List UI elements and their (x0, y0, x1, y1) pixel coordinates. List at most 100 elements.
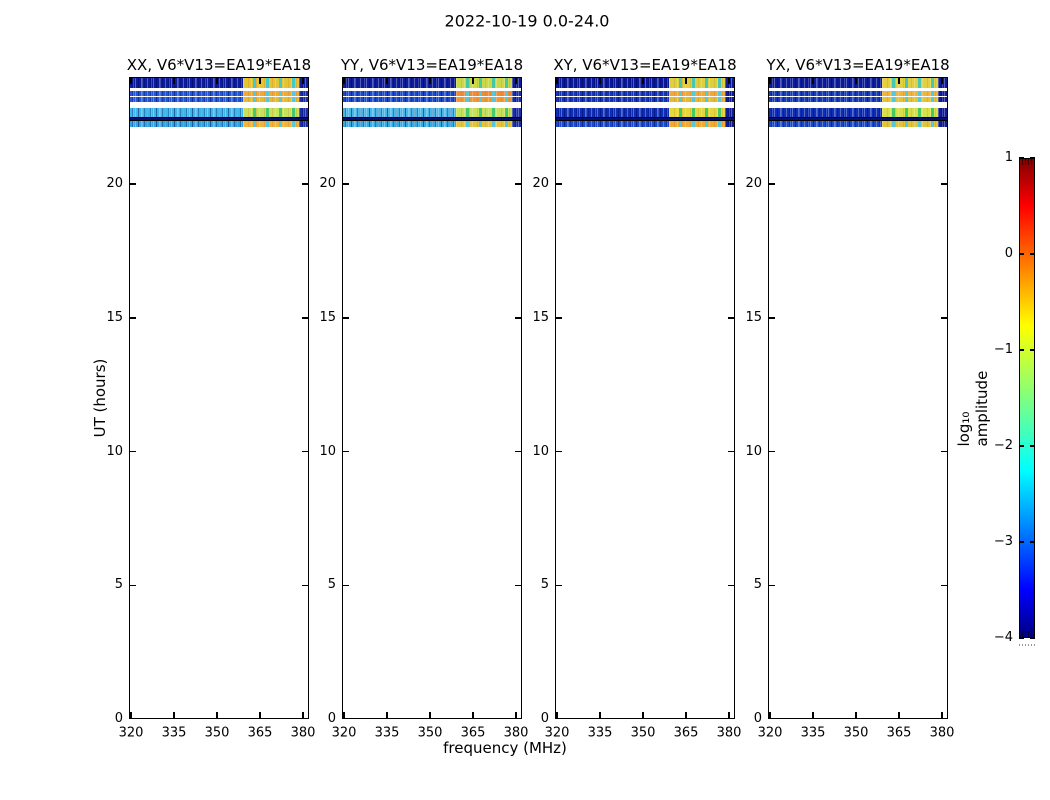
x-tick-label: 335 (587, 725, 613, 741)
stripe-right-segment (298, 121, 309, 128)
x-tick-top (386, 77, 388, 84)
colorbar-tick-right (1030, 445, 1035, 447)
stripe-left-segment (129, 91, 243, 97)
stripe-right-segment (298, 77, 309, 88)
y-tick-left (555, 450, 562, 453)
x-tick-label: 365 (673, 725, 699, 741)
colorbar-extend-mark (1019, 644, 1035, 646)
x-tick-top (173, 77, 175, 84)
data-stripe (768, 91, 948, 97)
x-tick-label: 365 (460, 725, 486, 741)
stripe-block-segment (881, 121, 938, 128)
y-tick-label: 15 (319, 309, 336, 325)
x-tick-top (642, 77, 644, 84)
stripe-right-segment (724, 91, 735, 97)
stripe-block-segment (455, 77, 512, 88)
colorbar (1019, 157, 1035, 639)
x-tick-bottom (642, 712, 644, 719)
stripe-left-segment (555, 91, 669, 97)
colorbar-hatch-top (1019, 158, 1035, 165)
stripe-block-segment (881, 108, 938, 117)
x-tick-label: 320 (118, 725, 144, 741)
x-tick-label: 335 (374, 725, 400, 741)
stripe-right-segment (511, 108, 522, 117)
data-stripe (768, 117, 948, 121)
x-axis-label: frequency (MHz) (443, 739, 567, 757)
y-tick-right (302, 183, 309, 185)
y-tick-right (728, 450, 735, 453)
data-stripe (342, 91, 522, 97)
x-tick-label: 350 (204, 725, 230, 741)
y-tick-label: 5 (753, 577, 762, 593)
y-tick-left (555, 317, 562, 319)
heatmap-panel (342, 77, 522, 719)
x-tick-top (130, 77, 132, 84)
data-stripe (129, 117, 309, 121)
x-tick-bottom (812, 712, 814, 719)
data-stripe (555, 97, 735, 103)
x-tick-top (728, 77, 730, 84)
y-tick-label: 20 (745, 176, 762, 191)
y-tick-label: 10 (319, 443, 336, 459)
panel-border (342, 77, 522, 719)
y-tick-label: 20 (106, 176, 123, 191)
y-axis-label: UT (hours) (91, 358, 109, 438)
x-tick-bottom (941, 712, 943, 719)
panel-border (129, 77, 309, 719)
y-tick-left (342, 450, 349, 453)
x-tick-bottom (855, 712, 857, 719)
colorbar-tick-label: −4 (993, 630, 1013, 645)
stripe-left-segment (342, 97, 456, 103)
x-tick-label: 380 (290, 725, 316, 741)
x-tick-top (343, 77, 345, 84)
data-stripe (768, 97, 948, 103)
y-tick-right (728, 183, 735, 185)
data-stripe (129, 108, 309, 117)
stripe-right-segment (724, 77, 735, 88)
panel-border (555, 77, 735, 719)
y-tick-right (941, 183, 948, 185)
x-tick-label: 320 (331, 725, 357, 741)
x-tick-bottom (556, 712, 558, 719)
stripe-right-segment (937, 77, 948, 88)
x-tick-bottom (728, 712, 730, 719)
x-tick-top (769, 77, 771, 84)
x-tick-label: 335 (161, 725, 187, 741)
data-stripe (342, 121, 522, 128)
stripe-block-segment (668, 97, 725, 103)
colorbar-tick-label: −3 (993, 534, 1013, 549)
stripe-block-segment (668, 91, 725, 97)
figure-title: 2022-10-19 0.0-24.0 (444, 11, 610, 31)
y-tick-right (728, 584, 735, 586)
y-tick-label: 20 (319, 176, 336, 191)
colorbar-tick-label: 0 (1004, 246, 1013, 261)
stripe-left-segment (342, 121, 456, 128)
data-stripe (342, 77, 522, 88)
stripe-left-segment (555, 108, 669, 117)
y-tick-label: 0 (114, 711, 123, 726)
colorbar-tick-left (1019, 349, 1024, 351)
stripe-right-segment (511, 91, 522, 97)
x-tick-top (302, 77, 304, 84)
y-tick-label: 15 (745, 309, 762, 325)
stripe-block-segment (242, 91, 299, 97)
x-tick-label: 350 (417, 725, 443, 741)
stripe-block-segment (242, 108, 299, 117)
stripe-right-segment (511, 77, 522, 88)
colorbar-hatch-bottom (1019, 631, 1035, 638)
y-tick-label: 10 (745, 443, 762, 459)
data-stripe (555, 117, 735, 121)
y-tick-label: 0 (327, 711, 336, 726)
stripe-left-segment (342, 91, 456, 97)
y-tick-right (941, 584, 948, 586)
y-tick-label: 5 (114, 577, 123, 593)
stripe-right-segment (298, 108, 309, 117)
x-tick-label: 350 (630, 725, 656, 741)
data-stripe (555, 108, 735, 117)
x-tick-label: 365 (886, 725, 912, 741)
data-stripe (129, 97, 309, 103)
y-tick-left (129, 317, 136, 319)
x-tick-bottom (343, 712, 345, 719)
x-tick-bottom (130, 712, 132, 719)
data-stripe (129, 77, 309, 88)
